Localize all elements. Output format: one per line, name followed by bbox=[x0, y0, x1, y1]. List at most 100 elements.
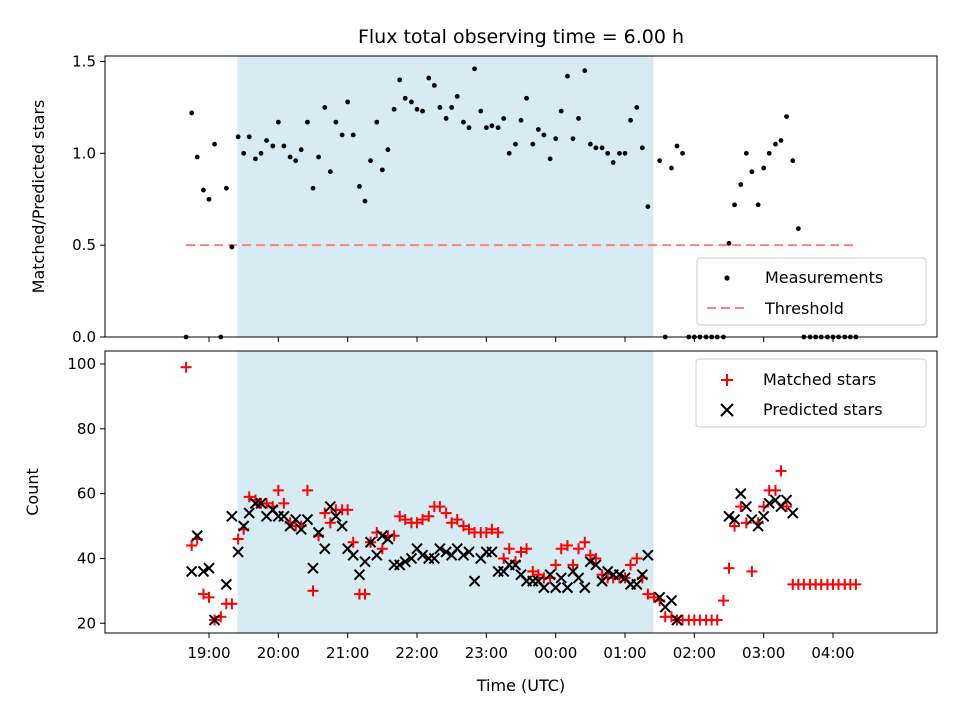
predicted-star-point bbox=[307, 562, 319, 574]
predicted-star-point bbox=[237, 520, 250, 532]
matched-star-point bbox=[625, 559, 637, 571]
measurement-point bbox=[501, 116, 507, 121]
measurement-point bbox=[310, 185, 316, 191]
measurement-point bbox=[327, 169, 333, 175]
measurement-point bbox=[449, 105, 455, 110]
measurement-point bbox=[287, 154, 293, 160]
measurement-point bbox=[223, 185, 229, 191]
matched-star-point bbox=[498, 552, 510, 564]
predicted-star-point bbox=[312, 526, 325, 539]
predicted-star-point bbox=[226, 510, 238, 523]
bottom-xtick-label: 19:00 bbox=[187, 644, 230, 662]
matched-star-point bbox=[711, 614, 723, 626]
measurement-point bbox=[305, 119, 310, 125]
measurement-point bbox=[264, 138, 269, 143]
measurement-point bbox=[201, 187, 206, 193]
measurement-point bbox=[443, 116, 449, 121]
predicted-star-point bbox=[336, 520, 348, 532]
matched-star-point bbox=[648, 591, 660, 603]
predicted-star-point bbox=[399, 555, 411, 568]
matched-star-point bbox=[769, 484, 781, 496]
predicted-star-point bbox=[353, 568, 366, 581]
matched-star-point bbox=[567, 559, 579, 571]
predicted-star-point bbox=[295, 523, 307, 535]
matched-star-point bbox=[307, 585, 319, 597]
predicted-star-point bbox=[232, 546, 244, 558]
measurement-point bbox=[466, 125, 472, 131]
predicted-star-point bbox=[289, 513, 302, 526]
measurement-point bbox=[229, 244, 235, 250]
predicted-star-point bbox=[555, 572, 567, 584]
measurement-point bbox=[275, 119, 281, 125]
measurement-point bbox=[639, 145, 645, 151]
measurement-point bbox=[489, 123, 495, 129]
predicted-star-point bbox=[457, 549, 470, 561]
predicted-star-point bbox=[324, 500, 337, 513]
matched-star-point bbox=[347, 536, 359, 548]
matched-star-point bbox=[515, 546, 527, 558]
measurement-point bbox=[553, 136, 559, 142]
matched-star-point bbox=[527, 565, 539, 577]
bottom-xtick-label: 04:00 bbox=[811, 644, 854, 662]
predicted-star-point bbox=[468, 575, 481, 587]
bottom-legend: Matched stars Predicted stars bbox=[695, 358, 927, 428]
matched-star-point bbox=[319, 507, 331, 519]
predicted-star-point bbox=[428, 552, 441, 565]
measurement-point bbox=[454, 94, 460, 99]
predicted-star-point bbox=[735, 487, 747, 500]
predicted-star-point bbox=[405, 552, 418, 565]
matched-star-point bbox=[729, 520, 741, 532]
chart-title: Flux total observing time = 6.00 h bbox=[358, 26, 684, 48]
predicted-star-point bbox=[301, 513, 314, 526]
matched-star-point bbox=[532, 569, 544, 581]
bottom-xtick-label: 23:00 bbox=[465, 644, 508, 662]
top-legend-box bbox=[696, 257, 927, 326]
measurement-point bbox=[461, 119, 466, 125]
matched-star-point bbox=[197, 588, 209, 600]
matched-star-point bbox=[226, 598, 238, 610]
predicted-star-point bbox=[347, 549, 359, 561]
legend-matched-marker bbox=[721, 374, 733, 386]
measurement-point bbox=[669, 165, 674, 171]
predicted-star-point bbox=[636, 568, 649, 581]
measurement-point bbox=[732, 202, 737, 208]
predicted-star-point bbox=[763, 497, 775, 510]
matched-star-point bbox=[359, 588, 371, 600]
matched-star-point bbox=[324, 517, 336, 529]
measurement-point bbox=[316, 154, 321, 160]
legend-measurement-marker bbox=[724, 275, 730, 281]
predicted-star-point bbox=[416, 549, 429, 561]
predicted-star-point bbox=[561, 581, 574, 594]
matched-star-point bbox=[203, 591, 215, 603]
matched-star-point bbox=[417, 514, 429, 526]
measurement-point bbox=[541, 132, 547, 138]
measurement-point bbox=[350, 132, 356, 138]
measurement-point bbox=[298, 147, 304, 153]
matched-star-point bbox=[457, 520, 469, 532]
bottom-legend-box bbox=[695, 358, 927, 428]
top-x-axis-ticks bbox=[208, 337, 834, 342]
matched-star-point bbox=[492, 527, 504, 539]
measurement-point bbox=[657, 158, 663, 164]
measurement-point bbox=[582, 68, 588, 74]
matched-star-point bbox=[486, 523, 498, 535]
legend-predicted-label: Predicted stars bbox=[763, 400, 883, 419]
top-ytick-label: 0.0 bbox=[72, 328, 96, 346]
measurement-point bbox=[738, 182, 744, 187]
matched-star-point bbox=[446, 517, 458, 529]
matched-star-point bbox=[342, 504, 354, 516]
predicted-star-point bbox=[653, 591, 666, 604]
measurement-point bbox=[795, 226, 801, 232]
predicted-star-point bbox=[538, 581, 550, 594]
measurement-point bbox=[253, 156, 258, 162]
measurement-point bbox=[766, 150, 772, 156]
measurement-point bbox=[535, 127, 541, 132]
predicted-star-point bbox=[579, 581, 591, 594]
measurement-point bbox=[362, 198, 368, 204]
measurement-point bbox=[773, 141, 778, 147]
predicted-star-point bbox=[463, 546, 475, 558]
matched-star-point bbox=[394, 510, 406, 522]
matched-star-point bbox=[735, 501, 747, 513]
legend-predicted-marker bbox=[720, 403, 734, 417]
matched-star-point bbox=[272, 484, 284, 496]
